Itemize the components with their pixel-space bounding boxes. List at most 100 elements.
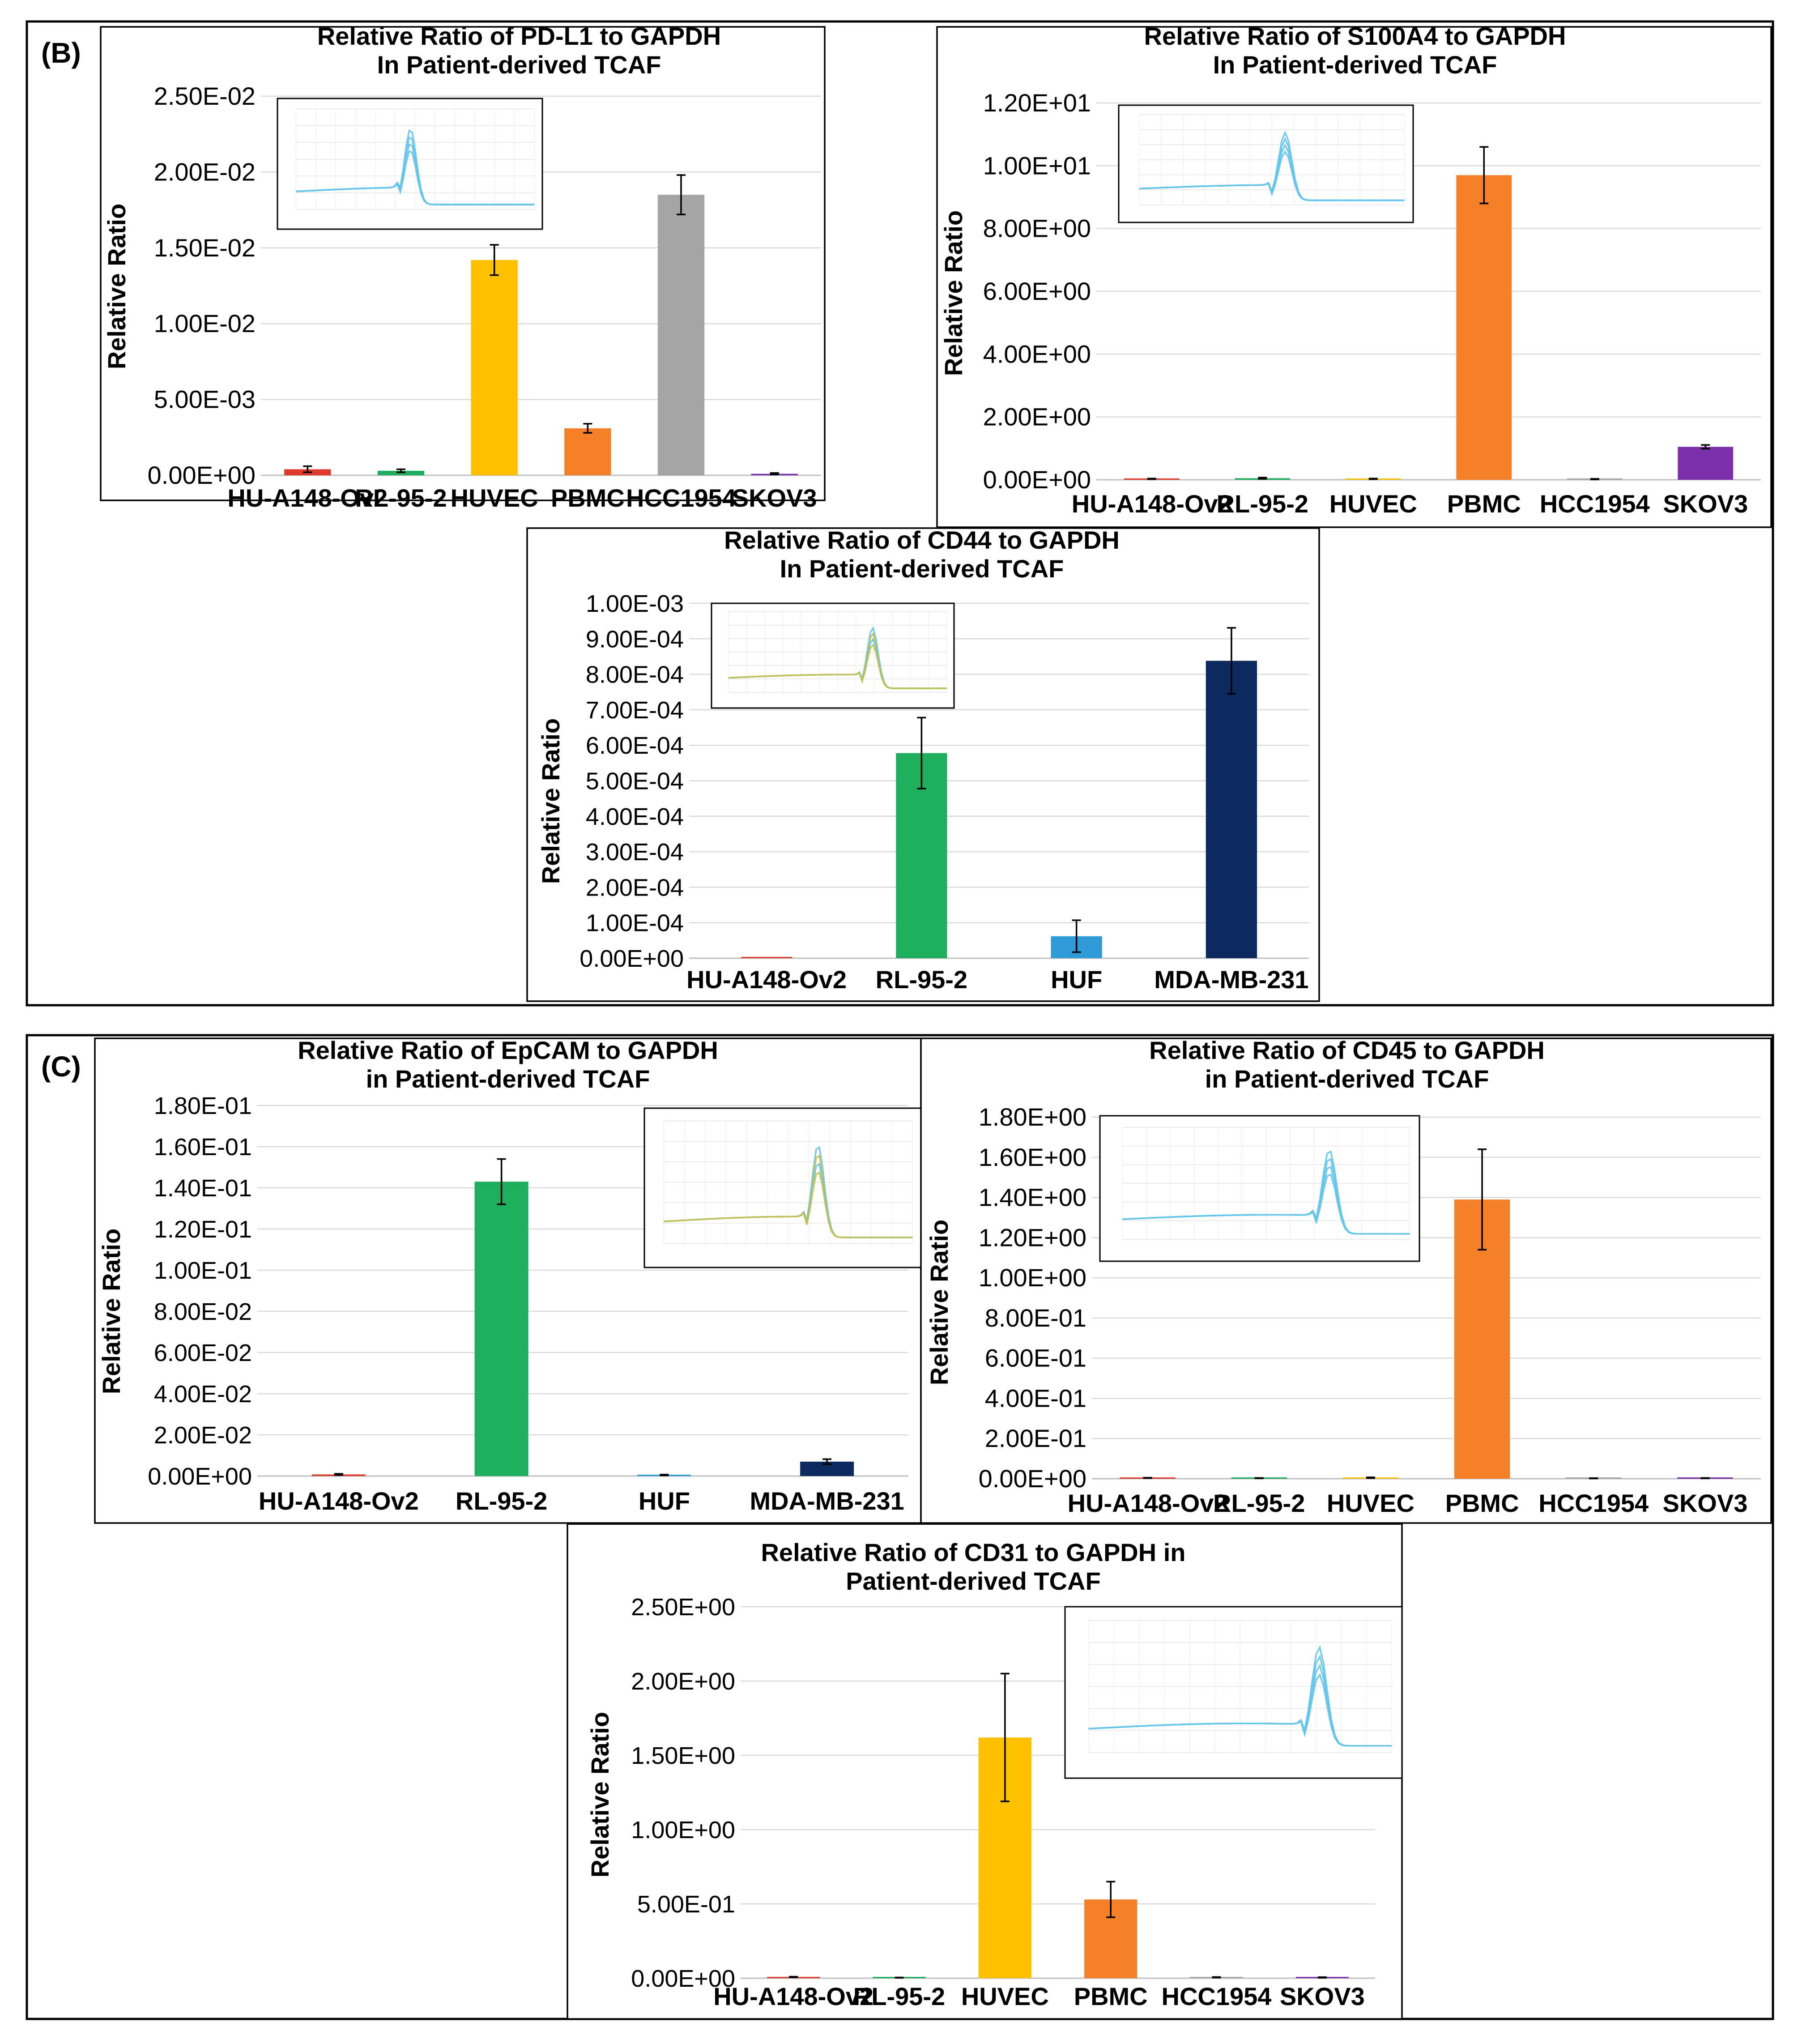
inset-frame	[277, 98, 543, 230]
bar-s100a4-SKOV3	[1678, 447, 1734, 480]
y-tick-label: 1.00E+00	[631, 1817, 735, 1843]
melt-curve-inset-icon	[277, 98, 543, 230]
y-tick-label: 1.00E+00	[979, 1263, 1086, 1292]
x-tick-label-SKOV3: SKOV3	[1663, 490, 1748, 518]
x-tick-label-HU-A148-Ov2: HU-A148-Ov2	[686, 965, 847, 994]
y-tick-label: 9.00E-04	[586, 626, 684, 653]
x-tick-label-RL-95-2: RL-95-2	[876, 965, 967, 994]
inset-melt-curve	[296, 150, 535, 205]
inset-frame	[1118, 104, 1414, 223]
y-tick-label: 4.00E-01	[985, 1384, 1086, 1412]
x-tick-label-RL-95-2: RL-95-2	[456, 1487, 547, 1515]
y-tick-label: 2.50E+00	[631, 1594, 735, 1621]
x-tick-label-MDA-MB-231: MDA-MB-231	[1154, 965, 1308, 994]
x-tick-label-RL-95-2: RL-95-2	[853, 1982, 945, 2010]
inset-frame	[1099, 1115, 1420, 1262]
melt-curve-inset-icon	[711, 602, 955, 709]
bar-pdl1-HCC1954	[657, 195, 705, 476]
x-tick-label-SKOV3: SKOV3	[1662, 1489, 1747, 1517]
x-tick-label-PBMC: PBMC	[1447, 490, 1521, 518]
x-tick-label-HCC1954: HCC1954	[1540, 490, 1650, 518]
y-tick-label: 5.00E-01	[637, 1891, 735, 1918]
y-tick-label: 8.00E-04	[586, 661, 684, 688]
melt-curve-inset-icon	[1118, 104, 1414, 223]
x-tick-label-PBMC: PBMC	[551, 484, 625, 512]
x-tick-label-HU-A148-Ov2: HU-A148-Ov2	[1068, 1489, 1228, 1517]
chart-title-pdl1: Relative Ratio of PD-L1 to GAPDH	[317, 22, 721, 50]
y-tick-label: 8.00E-02	[154, 1298, 252, 1325]
y-tick-label: 0.00E+00	[148, 461, 256, 489]
chart-title-cd45: Relative Ratio of CD45 to GAPDH	[1149, 1036, 1545, 1064]
chart-title-cd44: Relative Ratio of CD44 to GAPDH	[724, 526, 1120, 554]
bar-epcam-RL-95-2	[474, 1182, 528, 1476]
y-tick-label: 7.00E-04	[586, 697, 684, 724]
melt-curve-inset-icon	[1099, 1115, 1420, 1262]
inset-frame	[711, 602, 955, 709]
y-tick-label: 0.00E+00	[579, 945, 684, 972]
y-tick-label: 0.00E+00	[148, 1463, 252, 1490]
inset-melt-curve	[728, 643, 947, 689]
y-tick-label: 4.00E+00	[983, 340, 1091, 368]
inset-melt-curve	[1139, 150, 1405, 201]
x-tick-label-HU-A148-Ov2: HU-A148-Ov2	[227, 484, 388, 512]
chart-title-cd31: Relative Ratio of CD31 to GAPDH in	[761, 1538, 1185, 1566]
x-tick-label-HU-A148-Ov2: HU-A148-Ov2	[1072, 490, 1232, 518]
y-tick-label: 2.00E-04	[586, 874, 684, 901]
y-tick-label: 8.00E-01	[985, 1304, 1086, 1332]
bar-cd44-MDA-MB-231	[1206, 661, 1257, 958]
x-tick-label-HUVEC: HUVEC	[1329, 490, 1417, 518]
y-tick-label: 3.00E-04	[586, 839, 684, 866]
chart-title-s100a4: Relative Ratio of S100A4 to GAPDH	[1144, 22, 1566, 50]
y-tick-label: 4.00E-04	[586, 803, 684, 830]
y-tick-label: 1.80E+00	[979, 1103, 1086, 1131]
bar-pdl1-PBMC	[564, 428, 611, 475]
y-tick-label: 1.00E+01	[983, 151, 1091, 179]
y-tick-label: 1.40E+00	[979, 1183, 1086, 1212]
y-tick-label: 1.20E+00	[979, 1223, 1086, 1251]
x-tick-label-PBMC: PBMC	[1074, 1982, 1148, 2010]
x-tick-label-HUF: HUF	[639, 1487, 690, 1515]
bar-s100a4-PBMC	[1456, 175, 1512, 480]
chart-subtitle-cd44: In Patient-derived TCAF	[780, 555, 1064, 583]
x-tick-label-HCC1954: HCC1954	[1162, 1982, 1272, 2010]
y-tick-label: 1.00E-03	[586, 590, 684, 617]
y-tick-label: 2.00E+00	[983, 403, 1091, 431]
x-tick-label-RL-95-2: RL-95-2	[1213, 1489, 1305, 1517]
x-tick-label-HCC1954: HCC1954	[626, 484, 736, 512]
y-tick-label: 2.00E+00	[631, 1668, 735, 1695]
x-tick-label-RL-95-2: RL-95-2	[355, 484, 447, 512]
x-tick-label-HUVEC: HUVEC	[1327, 1489, 1415, 1517]
y-tick-label: 1.60E-01	[154, 1134, 252, 1161]
y-tick-label: 2.00E-01	[985, 1424, 1086, 1452]
inset-frame	[1064, 1606, 1403, 1779]
y-tick-label: 1.20E-01	[154, 1216, 252, 1243]
y-tick-label: 1.00E-01	[154, 1257, 252, 1284]
chart-subtitle-cd31: Patient-derived TCAF	[846, 1567, 1100, 1595]
chart-title-epcam: Relative Ratio of EpCAM to GAPDH	[298, 1036, 718, 1064]
x-tick-label-HUVEC: HUVEC	[451, 484, 538, 512]
inset-melt-curve	[1088, 1673, 1392, 1747]
y-tick-label: 1.00E-04	[586, 910, 684, 937]
x-tick-label-HUF: HUF	[1051, 965, 1102, 994]
y-tick-label: 8.00E+00	[983, 214, 1091, 243]
y-axis-label-s100a4: Relative Ratio	[939, 210, 967, 376]
y-tick-label: 1.20E+01	[983, 89, 1091, 117]
bar-cd44-HU-A148-Ov2	[741, 957, 792, 958]
inset-melt-curve	[664, 1171, 913, 1238]
x-tick-label-HCC1954: HCC1954	[1538, 1489, 1649, 1517]
melt-curve-inset-icon	[1064, 1606, 1403, 1779]
y-axis-label-cd31: Relative Ratio	[586, 1712, 614, 1878]
y-tick-label: 6.00E-01	[985, 1344, 1086, 1372]
x-tick-label-SKOV3: SKOV3	[1280, 1982, 1365, 2010]
panel-label-c: (C)	[41, 1050, 81, 1083]
y-tick-label: 2.00E-02	[154, 1422, 252, 1449]
y-axis-label-pdl1: Relative Ratio	[102, 204, 131, 369]
panel-label-b: (B)	[41, 37, 81, 69]
chart-subtitle-pdl1: In Patient-derived TCAF	[377, 51, 661, 79]
chart-subtitle-epcam: in Patient-derived TCAF	[366, 1065, 650, 1093]
y-tick-label: 1.40E-01	[154, 1175, 252, 1202]
x-tick-label-HU-A148-Ov2: HU-A148-Ov2	[713, 1982, 873, 2010]
y-tick-label: 0.00E+00	[979, 1464, 1086, 1493]
